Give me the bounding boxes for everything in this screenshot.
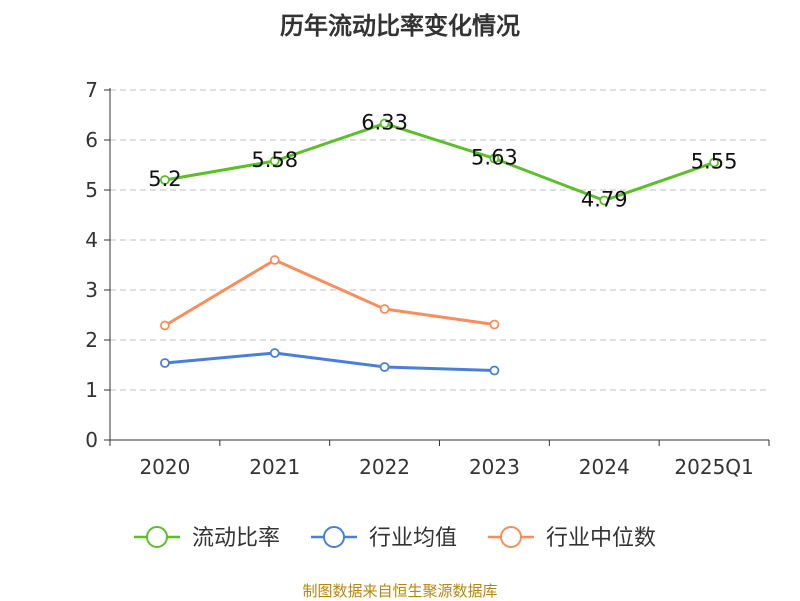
y-tick-label: 5: [85, 178, 98, 202]
series-line: [164, 122, 715, 202]
data-label: 5.58: [251, 148, 298, 172]
data-point: [160, 175, 170, 185]
data-point: [489, 319, 500, 330]
data-label: 5.63: [471, 146, 518, 170]
legend-marker: [323, 526, 345, 548]
data-point: [489, 365, 500, 376]
data-point: [269, 255, 280, 265]
y-tick-label: 6: [85, 128, 98, 152]
axes: 0 1 2 3 4 5 6 7 2020 2021 2022 2023 2024 2025Q1: [85, 78, 770, 479]
x-tick-label: 2025Q1: [674, 455, 753, 479]
data-point: [160, 320, 170, 331]
x-tick-label: 2020: [139, 455, 190, 479]
x-tick-label: 2024: [579, 455, 630, 479]
data-label: 5.2: [148, 167, 181, 191]
y-tick-label: 3: [85, 278, 98, 302]
data-point: [709, 157, 719, 168]
y-tick-label: 4: [85, 228, 98, 252]
y-tick-label: 1: [85, 378, 98, 402]
grid-lines: [110, 89, 769, 391]
data-point: [379, 118, 390, 129]
legend: 流动比率 行业均值 行业中位数: [134, 526, 656, 551]
chart-title: 历年流动比率变化情况: [280, 12, 520, 40]
legend-marker: [146, 526, 168, 548]
series-line: [164, 258, 495, 327]
data-point: [269, 156, 280, 166]
data-point: [489, 153, 500, 164]
data-label: 6.33: [361, 111, 408, 135]
legend-label: 行业均值: [369, 526, 457, 551]
x-tick-label: 2021: [249, 455, 300, 479]
data-label: 4.79: [581, 188, 628, 212]
y-tick-label: 0: [85, 428, 98, 452]
y-tick-label: 7: [85, 78, 98, 102]
data-point: [269, 348, 280, 358]
legend-label: 行业中位数: [546, 526, 656, 551]
x-tick-label: 2022: [359, 455, 410, 479]
y-tick-label: 2: [85, 328, 98, 352]
data-point: [599, 195, 610, 206]
series-line: [164, 351, 495, 372]
data-point: [379, 304, 390, 314]
legend-marker: [500, 526, 522, 548]
x-tick-label: 2023: [469, 455, 520, 479]
source-note: 制图数据来自恒生聚源数据库: [302, 582, 498, 600]
data-labels: 5.2 5.58 6.33 5.63 4.79 5.55: [148, 111, 737, 212]
legend-label: 流动比率: [192, 526, 280, 551]
data-point: [160, 358, 170, 368]
data-label: 5.55: [691, 150, 738, 174]
series-layer: [160, 118, 719, 376]
data-point: [379, 362, 390, 372]
